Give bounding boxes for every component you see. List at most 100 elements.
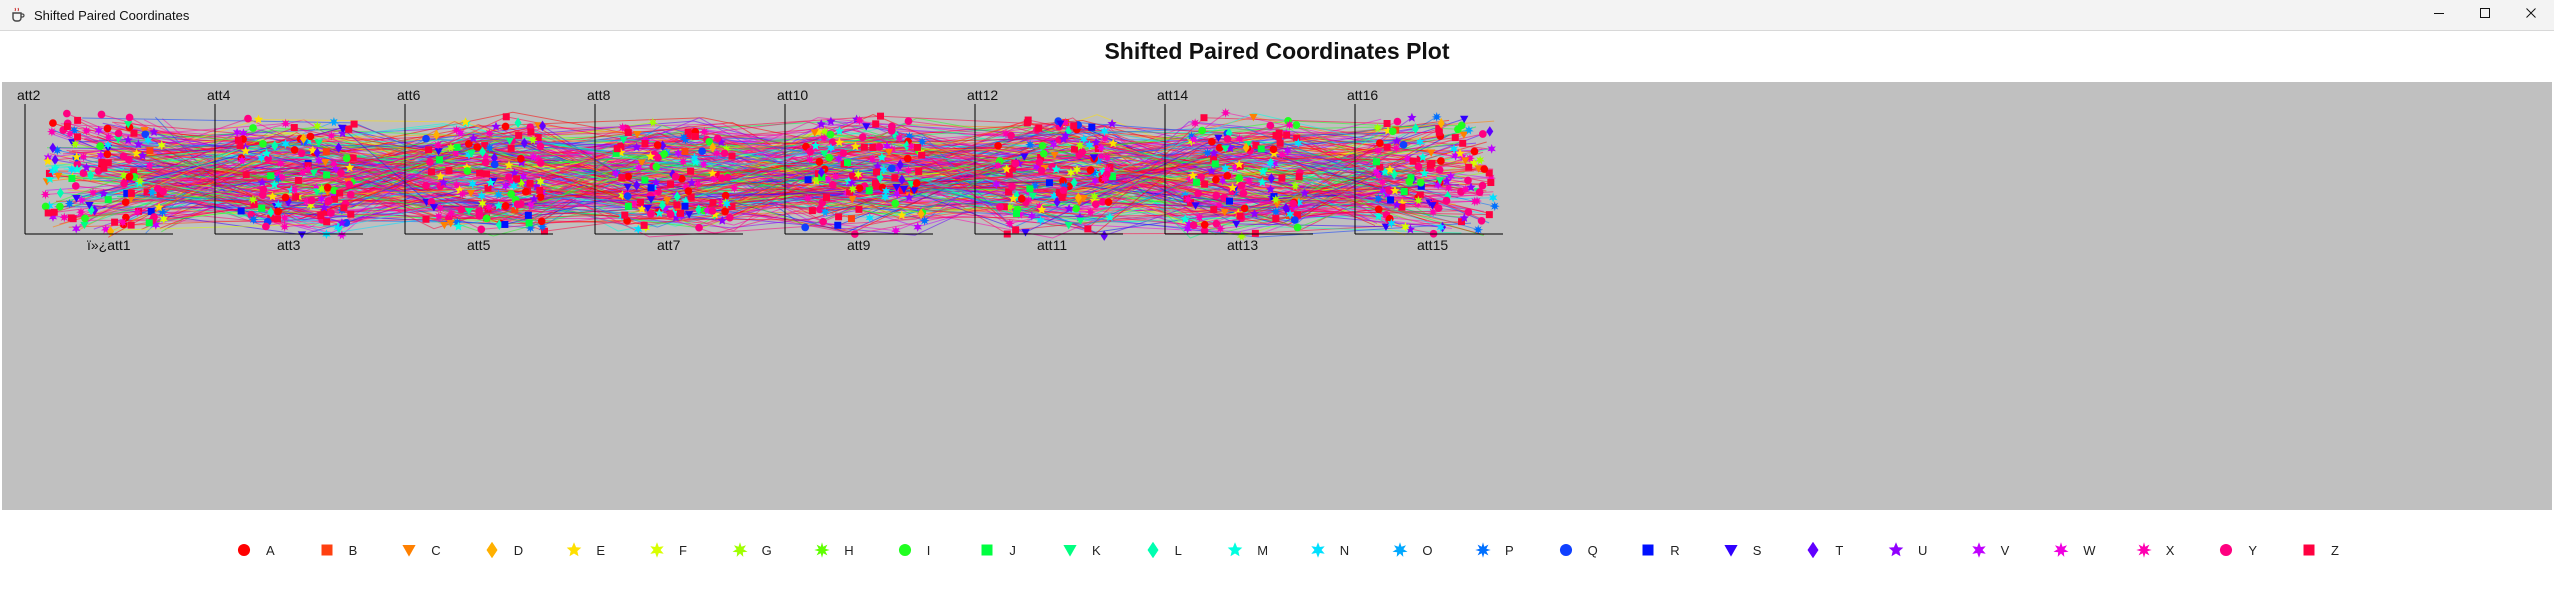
case-marker (1477, 216, 1486, 225)
legend-label: K (1092, 542, 1101, 558)
case-marker (716, 137, 726, 146)
legend-marker (321, 544, 333, 556)
case-marker (993, 160, 1003, 171)
case-marker (1100, 126, 1109, 137)
case-marker (117, 217, 128, 228)
case-marker (1027, 211, 1036, 221)
case-marker (1252, 141, 1260, 149)
legend-label: Z (2331, 542, 2339, 558)
case-marker (721, 191, 730, 200)
case-marker (717, 215, 727, 225)
case-marker (536, 176, 545, 187)
case-marker (681, 147, 689, 155)
case-marker (429, 204, 439, 212)
legend-marker-circle-icon (2220, 543, 2233, 557)
case-marker (1220, 107, 1231, 118)
case-marker (904, 117, 913, 125)
case-marker (1228, 182, 1238, 192)
case-marker (239, 128, 248, 139)
x-axis-label: att9 (847, 237, 871, 253)
case-marker (1383, 190, 1392, 201)
case-marker (49, 119, 57, 127)
case-marker (661, 203, 670, 214)
case-marker (536, 186, 544, 194)
case-marker (493, 189, 504, 199)
case-marker (277, 172, 288, 183)
case-marker (345, 162, 355, 172)
case-marker (516, 178, 527, 188)
case-marker (819, 217, 827, 226)
case-marker (514, 117, 522, 128)
case-marker (623, 183, 632, 191)
case-marker (1072, 204, 1080, 213)
case-marker (484, 143, 495, 153)
case-polyline (48, 139, 1490, 231)
case-marker (1236, 212, 1244, 220)
legend-item-z: Z (2301, 540, 2339, 560)
case-marker (1240, 204, 1249, 213)
case-marker (427, 197, 436, 206)
case-marker (1282, 202, 1290, 214)
case-marker (56, 202, 64, 211)
case-marker (1454, 125, 1462, 134)
case-marker (274, 215, 282, 223)
case-marker (673, 148, 683, 159)
case-marker (872, 161, 883, 171)
case-marker (457, 188, 468, 199)
case-marker (721, 207, 729, 216)
legend-label: J (1009, 542, 1016, 558)
case-marker (120, 179, 128, 188)
case-marker (720, 149, 729, 158)
case-marker (918, 151, 926, 159)
legend-marker (650, 542, 664, 558)
case-marker (62, 109, 71, 118)
case-marker (1005, 170, 1013, 178)
case-marker (1090, 176, 1100, 186)
case-marker (1072, 164, 1082, 175)
case-marker (274, 199, 283, 210)
legend-marker (981, 544, 993, 556)
case-marker (830, 171, 841, 182)
case-marker (1049, 139, 1058, 150)
close-button[interactable] (2508, 0, 2554, 30)
case-marker (48, 212, 58, 222)
case-marker (1093, 156, 1104, 166)
case-marker (297, 231, 307, 239)
case-marker (1459, 213, 1469, 222)
case-marker (1105, 212, 1115, 222)
case-marker (248, 194, 258, 205)
case-marker (654, 208, 664, 218)
case-marker (1212, 219, 1221, 228)
case-marker (1258, 167, 1268, 176)
case-marker (81, 126, 92, 136)
case-marker (330, 195, 338, 203)
case-marker (88, 187, 98, 198)
case-marker (1475, 188, 1484, 196)
maximize-button[interactable] (2462, 0, 2508, 30)
case-marker (281, 193, 290, 202)
legend-item-w: W (2053, 540, 2095, 560)
y-axis-label: att14 (1157, 87, 1188, 103)
case-marker (501, 202, 510, 210)
case-marker (698, 147, 706, 156)
case-marker (1037, 153, 1045, 161)
legend-marker (1724, 545, 1738, 557)
case-marker (337, 128, 348, 138)
case-marker (1473, 224, 1484, 235)
case-marker (801, 223, 810, 232)
case-marker (151, 220, 161, 230)
case-marker (1402, 153, 1413, 163)
case-marker (290, 146, 299, 154)
minimize-button[interactable] (2416, 0, 2462, 30)
case-marker (281, 138, 290, 149)
case-marker (1266, 121, 1275, 130)
case-marker (72, 152, 82, 161)
case-marker (884, 148, 894, 157)
case-polyline (142, 137, 1472, 224)
case-marker (81, 214, 89, 223)
legend-marker (1559, 543, 1572, 557)
y-axis-label: att8 (587, 87, 611, 103)
case-marker (1428, 159, 1436, 167)
window-titlebar: Shifted Paired Coordinates (0, 0, 2554, 31)
case-marker (1049, 191, 1059, 201)
